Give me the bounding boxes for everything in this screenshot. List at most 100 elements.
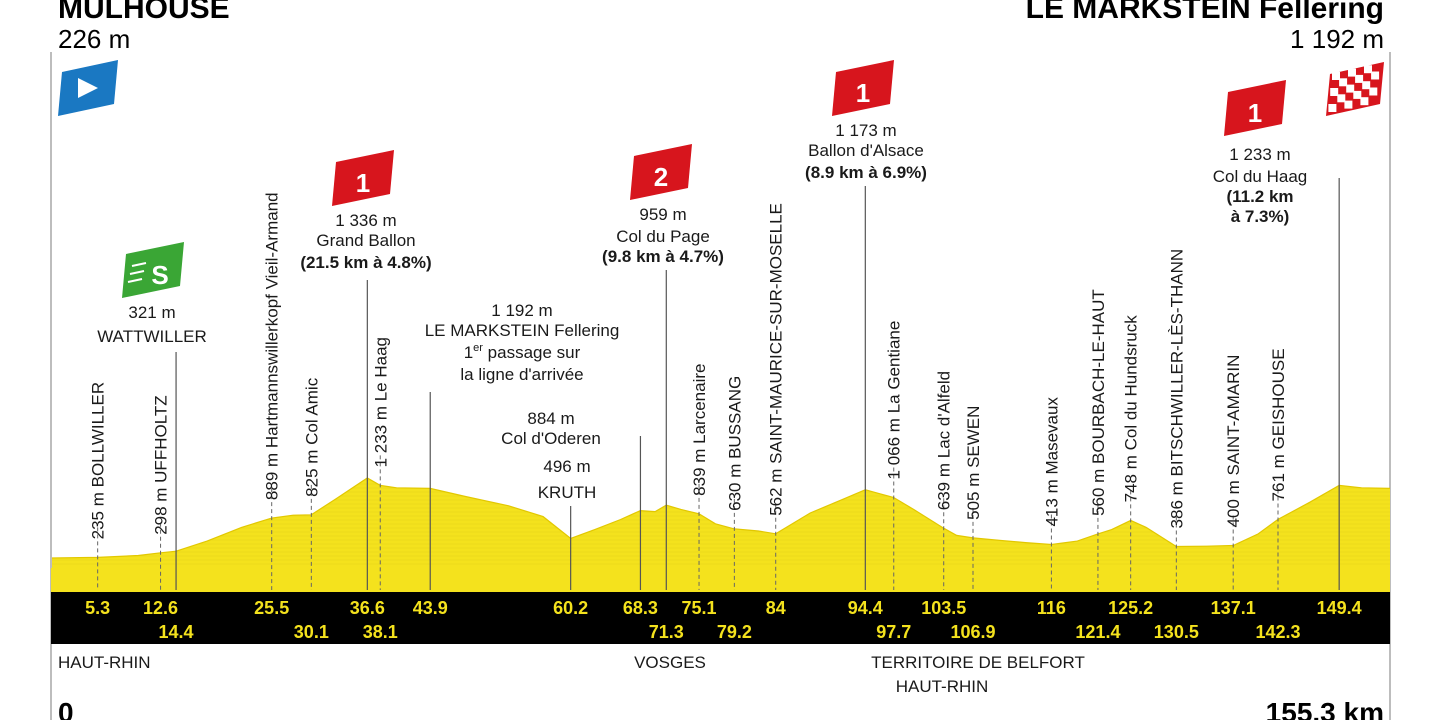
col-d-oderen-annotation: 884 m Col d'Oderen (501, 409, 601, 448)
vertical-point-label: 235 m BOLLWILLER (89, 382, 108, 539)
first-passage-annotation: 1 192 m LE MARKSTEIN Fellering 1er passa… (425, 301, 620, 384)
vertical-point-label: 400 m SAINT-AMARIN (1224, 355, 1243, 528)
vertical-labels: 235 m BOLLWILLER 298 m UFFHOLTZ 889 m Hart… (89, 192, 1288, 539)
baseline-strip (51, 568, 1390, 592)
vertical-point-label: 761 m GEISHOUSE (1269, 348, 1288, 501)
finish-flag-icon (1326, 62, 1384, 116)
department-label: HAUT-RHIN (896, 677, 989, 696)
km-marker-label: 5.3 (85, 598, 110, 618)
km-marker-label: 38.1 (363, 622, 398, 642)
climb-category-badge (332, 150, 394, 206)
finish-town-title: LE MARKSTEIN Fellering (1026, 0, 1384, 25)
department-label: TERRITOIRE DE BELFORT (871, 653, 1085, 672)
km-marker-label: 106.9 (950, 622, 995, 642)
km-band (51, 592, 1390, 644)
km-marker-label: 60.2 (553, 598, 588, 618)
climb-name: Grand Ballon (316, 231, 415, 250)
km-marker-label: 75.1 (682, 598, 717, 618)
sprint-wattwiller: S 321 m WATTWILLER (97, 242, 207, 346)
oderen-name: Col d'Oderen (501, 429, 601, 448)
climb-detail: (8.9 km à 6.9%) (805, 163, 927, 182)
climb-detail: (21.5 km à 4.8%) (300, 253, 431, 272)
checker-square (1330, 88, 1339, 96)
checker-square (1353, 90, 1362, 99)
kruth-name: KRUTH (538, 483, 597, 502)
km-marker-label: 71.3 (649, 622, 684, 642)
checker-square (1369, 87, 1378, 96)
climb-name: Ballon d'Alsace (808, 141, 924, 160)
vertical-point-label: 1 066 m La Gentiane (885, 321, 904, 480)
passage-name: LE MARKSTEIN Fellering (425, 321, 620, 340)
department-label: VOSGES (634, 653, 706, 672)
climb-detail: (9.8 km à 4.7%) (602, 247, 724, 266)
km-marker-label: 149.4 (1317, 598, 1362, 618)
km-marker-label: 97.7 (876, 622, 911, 642)
km-marker-label: 30.1 (294, 622, 329, 642)
checker-square (1362, 81, 1371, 90)
checker-square (1364, 65, 1372, 74)
km-marker-label: 25.5 (254, 598, 289, 618)
km-marker-label: 68.3 (623, 598, 658, 618)
climb-category-badge (1224, 80, 1286, 136)
climb-grand-ballon: 1 1 336 m Grand Ballon (21.5 km à 4.8%) (300, 150, 432, 272)
passage-line-2: la ligne d'arrivée (460, 365, 583, 384)
start-flag-icon (58, 60, 118, 116)
checker-square (1346, 84, 1355, 93)
vertical-point-label: 560 m BOURBACH-LE-HAUT (1089, 289, 1108, 516)
km-marker-label: 103.5 (921, 598, 966, 618)
km-marker-label: 36.6 (350, 598, 385, 618)
km-marker-label: 84 (766, 598, 786, 618)
kruth-annotation: 496 m KRUTH (538, 457, 597, 502)
checker-square (1337, 94, 1346, 103)
climb-name: Col du Page (616, 227, 710, 246)
vertical-point-label: 639 m Lac d'Alfeld (935, 371, 954, 510)
department-label: HAUT-RHIN (58, 653, 151, 672)
km-marker-label: 94.4 (848, 598, 883, 618)
elevation-profile-outline (51, 477, 1391, 559)
km-marker-label: 130.5 (1154, 622, 1199, 642)
km-marker-label: 14.4 (159, 622, 194, 642)
km-markers: 5.3 12.6 14.4 25.530.1 36.6 38.1 43.9 60.2 68.3 7… (85, 598, 1362, 642)
finish-altitude: 1 192 m (1290, 24, 1384, 54)
sprint-badge-icon (122, 242, 184, 298)
climb-altitude: 1 336 m (335, 211, 396, 230)
vertical-point-label: 505 m SEWEN (964, 406, 983, 520)
vertical-point-label: 748 m Col du Hundsruck (1122, 315, 1141, 503)
climb-altitude: 1 173 m (835, 121, 896, 140)
climb-ballon-d-alsace: 1 1 173 m Ballon d'Alsace (8.9 km à 6.9%… (805, 60, 927, 182)
sprint-badge-letter: S (151, 260, 168, 290)
leader-lines (97, 178, 1340, 590)
km-marker-label: 43.9 (413, 598, 448, 618)
climb-category-badge (832, 60, 894, 116)
climb-name: Col du Haag (1213, 167, 1308, 186)
vertical-point-label: 562 m SAINT-MAURICE-SUR-MOSELLE (767, 203, 786, 516)
oderen-altitude: 884 m (527, 409, 574, 428)
climb-category-badge (630, 144, 692, 200)
km-marker-label: 125.2 (1108, 598, 1153, 618)
climb-category-label: 1 (356, 168, 370, 198)
passage-line-1: 1er passage sur (464, 342, 581, 362)
start-town-title: MULHOUSE (58, 0, 230, 25)
vertical-point-label: 630 m BUSSANG (725, 376, 744, 511)
km-marker-label: 142.3 (1255, 622, 1300, 642)
climb-detail: (11.2 km (1226, 187, 1293, 206)
sprint-name: WATTWILLER (97, 327, 207, 346)
checker-square (1348, 68, 1356, 77)
checker-square (1371, 71, 1380, 80)
climb-annotations: 1 1 336 m Grand Ballon (21.5 km à 4.8%) … (300, 60, 1307, 272)
vertical-point-label: 1 233 m Le Haag (371, 337, 390, 467)
vertical-point-label: 413 m Masevaux (1042, 397, 1061, 527)
climb-category-label: 2 (654, 162, 668, 192)
checker-square (1344, 100, 1353, 109)
kruth-altitude: 496 m (543, 457, 590, 476)
climb-category-label: 1 (1248, 98, 1262, 128)
km-marker-label: 79.2 (717, 622, 752, 642)
start-km-label: 0 (58, 697, 74, 720)
passage-altitude: 1 192 m (491, 301, 552, 320)
climb-col-du-haag: 1 1 233 m Col du Haag (11.2 km à 7.3%) (1213, 80, 1308, 226)
elevation-profile-area (52, 478, 1390, 568)
vertical-point-label: 298 m UFFHOLTZ (152, 395, 171, 534)
checker-square (1355, 74, 1364, 83)
climb-category-label: 1 (856, 78, 870, 108)
